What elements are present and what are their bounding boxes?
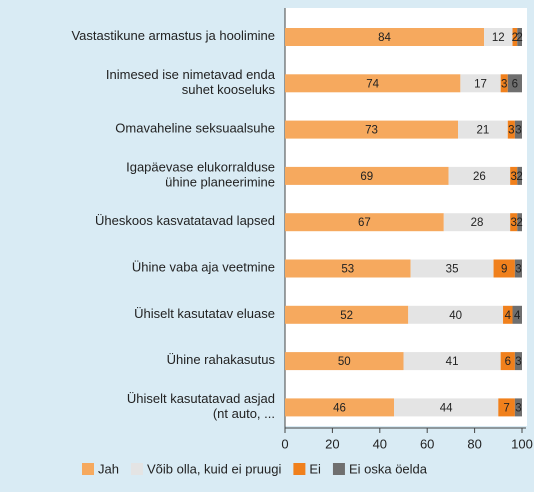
legend-swatch [130,463,143,475]
value-label: 2 [516,171,522,183]
value-label: 28 [471,217,484,229]
bar-segment [394,398,499,417]
value-label: 3 [515,264,521,276]
bar-segment [285,352,404,371]
category-label: Ühiselt kasutatavad asjad (nt auto, ... [127,391,275,421]
bar-segment [514,259,522,278]
category-label: Vastastikune armastus ja hoolimine [71,28,275,43]
legend-label: Ei oska öelda [349,461,428,476]
bar-segment [285,120,459,139]
x-tick-label: 40 [373,436,387,451]
value-label: 3 [515,402,521,414]
value-label: 67 [358,217,371,229]
value-label: 52 [340,310,353,322]
value-label: 3 [508,125,514,137]
value-label: 73 [365,125,378,137]
bar-segment [507,74,522,93]
legend-label: Võib olla, kuid ei pruugi [147,461,282,476]
legend-swatch [293,463,306,475]
bar-segment [507,120,515,139]
bar-segment [403,352,501,371]
category-label: Ühiselt kasutatav eluase [134,306,275,321]
bar-segment [510,213,518,232]
bar-segment [460,74,501,93]
value-label: 9 [501,264,507,276]
bar-segment [443,213,511,232]
category-label: Inimesed ise nimetavad enda suhet kooselu… [106,67,276,97]
value-label: 17 [474,78,487,90]
bar-segment [512,28,518,46]
bar-segment [493,259,515,278]
value-label: 4 [505,310,512,322]
bar-segment [484,28,513,46]
value-label: 35 [446,264,459,276]
x-tick-label: 60 [420,436,434,451]
value-label: 3 [501,78,507,90]
category-label: Üheskoos kasvatatavad lapsed [95,214,275,229]
x-tick-label: 80 [467,436,481,451]
legend-label: Ei [309,461,321,476]
value-label: 74 [366,78,379,90]
value-label: 53 [341,264,354,276]
legend-swatch [332,463,345,475]
value-label: 6 [505,356,511,368]
bar-segment [514,398,522,417]
value-label: 6 [512,78,518,90]
bar-segment [285,74,461,93]
value-label: 7 [503,402,509,414]
bar-segment [512,305,522,324]
x-tick-label: 20 [325,436,339,451]
legend-label: Jah [98,461,119,476]
bar-segment [517,213,522,232]
bar-segment [514,352,522,371]
bar-segment [498,398,515,417]
value-label: 21 [476,125,489,137]
bar-segment [285,166,449,185]
value-label: 26 [473,171,486,183]
value-label: 41 [446,356,459,368]
bar-segment [285,213,444,232]
x-tick-label: 0 [281,436,288,451]
value-label: 46 [333,402,346,414]
value-label: 3 [511,171,517,183]
bar-segment [448,166,511,185]
value-label: 2 [516,32,522,44]
value-label: 3 [515,356,521,368]
bar-segment [500,352,515,371]
x-tick-label: 100 [511,436,533,451]
bar-segment [285,398,395,417]
category-label: Ühine rahakasutus [167,353,276,368]
bar-segment [500,74,508,93]
value-label: 12 [492,32,505,44]
bar-segment [503,305,513,324]
bar-segment [285,305,409,324]
value-label: 2 [512,32,518,44]
legend-swatch [82,463,94,475]
value-label: 40 [449,310,462,322]
bar-segment [458,120,508,139]
bar-segment [285,259,411,278]
value-label: 3 [515,125,521,137]
category-label: Omavaheline seksuaalsuhe [115,121,275,136]
value-label: 69 [360,171,373,183]
bar-segment [517,28,522,46]
value-label: 3 [511,217,517,229]
bar-segment [510,166,518,185]
bar-segment [410,259,494,278]
value-label: 44 [440,402,453,414]
value-label: 84 [378,32,391,44]
value-label: 2 [516,217,522,229]
value-label: 50 [338,356,351,368]
category-label: Ühine vaba aja veetmine [132,260,275,275]
bar-segment [408,305,504,324]
bar-segment [517,166,522,185]
bar-segment [285,28,485,46]
value-label: 4 [514,310,521,322]
bar-segment [514,120,522,139]
category-label: Igapäevase elukorralduse ühine planeerimi… [126,160,275,190]
